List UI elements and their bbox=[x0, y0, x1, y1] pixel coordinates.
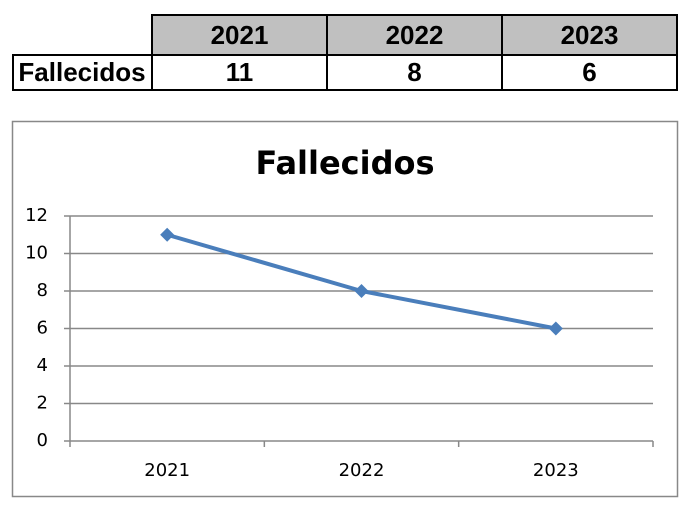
column-header: 2022 bbox=[386, 20, 444, 50]
column-header: 2021 bbox=[211, 20, 269, 50]
table-value: 6 bbox=[582, 57, 596, 87]
marker bbox=[548, 321, 563, 336]
y-tick-label: 8 bbox=[37, 280, 48, 301]
y-tick-label: 6 bbox=[37, 318, 48, 339]
y-tick-label: 0 bbox=[37, 430, 48, 451]
chart-frame bbox=[11, 120, 679, 498]
column-header: 2023 bbox=[561, 20, 619, 50]
y-tick-label: 12 bbox=[25, 205, 48, 226]
header-bg bbox=[152, 15, 677, 55]
row-label: Fallecidos bbox=[18, 57, 145, 87]
y-tick-label: 10 bbox=[25, 243, 48, 264]
x-tick-label: 2021 bbox=[144, 460, 190, 481]
x-tick-label: 2022 bbox=[339, 460, 385, 481]
table-value: 11 bbox=[226, 57, 254, 87]
table-grid bbox=[12, 14, 678, 91]
y-tick-label: 4 bbox=[37, 355, 48, 376]
x-tick-label: 2023 bbox=[533, 460, 579, 481]
table-value: 8 bbox=[407, 57, 421, 87]
y-tick-label: 2 bbox=[37, 393, 48, 414]
marker bbox=[160, 227, 175, 242]
marker bbox=[354, 284, 369, 298]
chart-title: Fallecidos bbox=[255, 144, 434, 182]
